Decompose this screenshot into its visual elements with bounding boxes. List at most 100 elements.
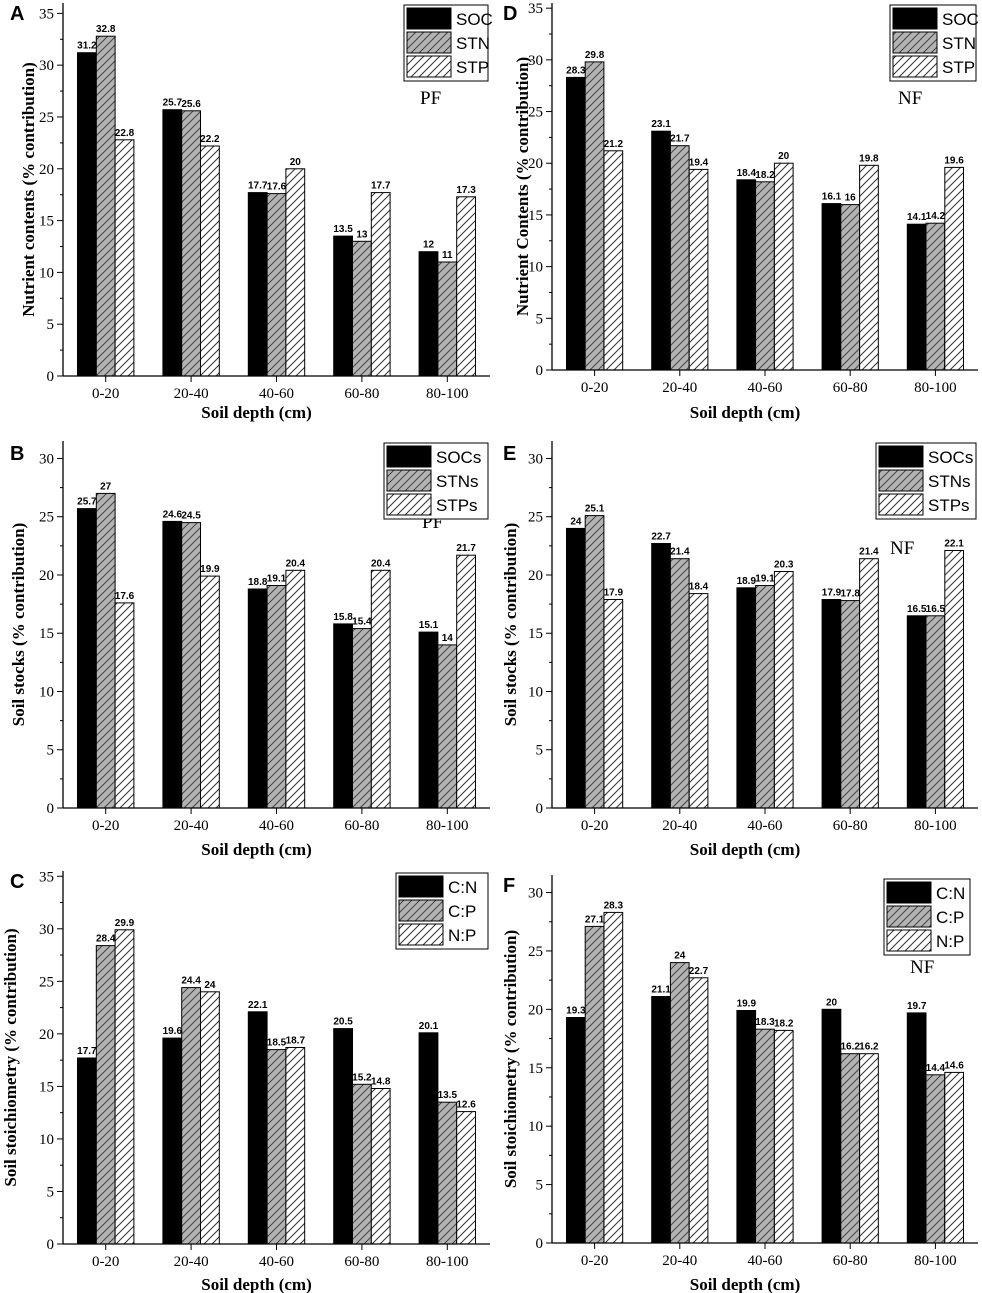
x-tick-label: 20-40 (174, 386, 209, 402)
y-tick-label: 15 (39, 626, 54, 642)
legend-swatch (386, 469, 432, 492)
data-label: 17.3 (456, 185, 476, 196)
y-tick-label: 20 (39, 162, 54, 178)
data-label: 25.7 (77, 497, 97, 508)
x-tick-label: 0-20 (92, 818, 120, 834)
x-tick-label: 0-20 (92, 1254, 120, 1270)
data-label: 16.1 (822, 192, 842, 203)
bar-soc-0-20 (77, 52, 97, 377)
bar-cn-20-40 (651, 996, 671, 1244)
panel-letter: E (503, 443, 516, 465)
panel-letter: F (503, 875, 515, 897)
data-label: 22.8 (115, 128, 135, 139)
x-tick-label: 60-80 (344, 818, 379, 834)
x-tick-label: 60-80 (833, 818, 868, 834)
data-label: 31.2 (77, 41, 97, 52)
bar-cp-20-40 (181, 987, 201, 1245)
y-tick-label: 30 (39, 922, 54, 938)
data-label: 18.8 (248, 577, 268, 588)
bar-np-60-80 (859, 1053, 879, 1244)
panel-c: 17.7 19.6 22.1 20.5 20.1 28.4 24.4 18.5 15.2 13.5… (1, 869, 490, 1293)
x-tick-label: 60-80 (344, 386, 379, 402)
data-label: 22.1 (248, 1000, 268, 1011)
data-label: 21.4 (670, 547, 690, 558)
x-tick-label: 40-60 (748, 380, 783, 396)
data-label: 12 (423, 240, 435, 251)
bar-stps-0-20 (114, 602, 135, 809)
panel-letter: B (10, 443, 24, 465)
legend-swatch (892, 7, 938, 30)
x-tick-label: 20-40 (662, 1253, 697, 1269)
y-tick-label: 15 (39, 1079, 54, 1095)
bar-stns-80-100 (925, 615, 946, 809)
bar-np-80-100 (456, 1111, 477, 1245)
data-label: 15.2 (352, 1072, 372, 1083)
data-label: 19.1 (267, 574, 287, 585)
panel-e: 24 22.7 18.9 17.9 16.5 25.1 21.4 19.1 17.8 16.5 17… (501, 441, 978, 859)
x-axis-title: Soil depth (cm) (201, 1275, 312, 1293)
y-tick-label: 15 (39, 214, 54, 230)
data-label: 21.2 (604, 139, 624, 150)
bar-stns-80-100 (437, 644, 458, 809)
x-tick-label: 80-100 (914, 818, 957, 834)
legend-swatch (878, 445, 924, 468)
x-tick-label: 0-20 (92, 386, 120, 402)
data-label: 22.7 (689, 966, 709, 977)
data-label: 18.4 (689, 582, 709, 593)
data-label: 16 (845, 193, 857, 204)
panel-f: 19.3 21.1 19.9 20 19.7 27.1 24 18.3 16.2 14.4 28.3… (501, 875, 978, 1293)
y-tick-label: 5 (536, 743, 544, 759)
bar-cn-40-60 (736, 1010, 757, 1244)
data-label: 13.5 (438, 1090, 458, 1101)
data-label: 28.3 (604, 900, 624, 911)
x-tick-label: 80-100 (914, 380, 957, 396)
legend-label: SOCs (928, 448, 973, 467)
forest-type-annotation: NF (898, 88, 922, 109)
y-tick-label: 0 (47, 1237, 55, 1253)
bar-stn-20-40 (669, 145, 690, 371)
data-label: 11 (442, 250, 453, 261)
data-label: 13 (356, 229, 368, 240)
y-tick-label: 20 (528, 1002, 543, 1018)
bar-socs-40-60 (736, 587, 757, 809)
x-axis-title: Soil depth (cm) (690, 403, 801, 422)
data-label: 17.8 (840, 589, 860, 600)
bar-socs-80-100 (906, 615, 927, 809)
legend-label: STPs (928, 496, 970, 515)
bar-cp-80-100 (925, 1074, 946, 1244)
y-tick-label: 10 (528, 684, 543, 700)
bar-soc-0-20 (566, 76, 586, 371)
data-label: 21.1 (651, 985, 671, 996)
x-axis-title: Soil depth (cm) (201, 403, 312, 422)
bar-socs-20-40 (651, 543, 671, 809)
y-tick-label: 20 (39, 568, 54, 584)
data-label: 21.4 (859, 547, 879, 558)
bar-soc-20-40 (162, 109, 183, 377)
data-label: 19.9 (200, 564, 220, 575)
x-axis-title: Soil depth (cm) (201, 840, 312, 859)
legend-swatch (398, 875, 444, 898)
x-tick-label: 60-80 (833, 380, 868, 396)
bar-stps-0-20 (603, 599, 624, 809)
panel-b: 25.7 24.6 18.8 15.8 15.1 27 24.5 19.1 15.4 14 17.6… (9, 441, 490, 859)
y-tick-label: 30 (528, 53, 543, 69)
bar-cn-80-100 (906, 1012, 927, 1244)
y-tick-label: 10 (39, 1132, 54, 1148)
legend-label: C:P (448, 902, 476, 921)
y-tick-label: 35 (39, 869, 54, 885)
x-tick-label: 80-100 (426, 386, 469, 402)
bar-cp-20-40 (669, 962, 690, 1244)
bar-cn-0-20 (77, 1057, 97, 1245)
bar-stp-80-100 (944, 166, 964, 371)
y-axis-title: Soil stocks (% contribution) (9, 523, 28, 727)
bar-stp-20-40 (688, 168, 709, 371)
data-label: 15.4 (352, 617, 372, 628)
bar-np-80-100 (944, 1071, 964, 1244)
data-label: 23.1 (651, 119, 671, 130)
bar-cp-40-60 (755, 1028, 775, 1244)
legend-label: STPs (436, 496, 478, 515)
y-tick-label: 5 (47, 317, 55, 333)
data-label: 16.2 (859, 1042, 879, 1053)
x-tick-label: 0-20 (581, 1253, 609, 1269)
data-label: 17.9 (822, 588, 842, 599)
